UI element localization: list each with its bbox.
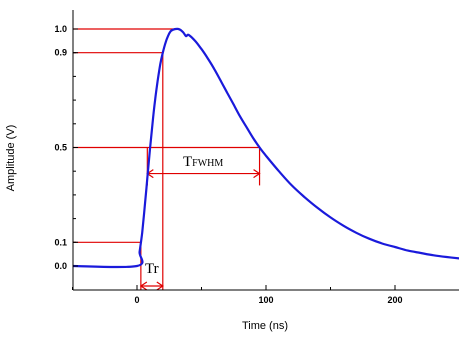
x-axis-label: Time (ns) xyxy=(242,320,288,332)
pulse-curve-group xyxy=(72,27,459,269)
rise-time-label: Tr xyxy=(145,261,159,277)
y-tick-label: 0.5 xyxy=(54,143,67,153)
red-markers xyxy=(73,28,261,291)
x-tick-label: 200 xyxy=(387,295,402,305)
rise-arrow-head-left xyxy=(139,281,148,291)
fwhm-arrow-head-right xyxy=(253,169,261,179)
x-tick-label: 0 xyxy=(134,295,139,305)
y-tick-label: 1.0 xyxy=(54,24,67,34)
y-tick-label: 0.9 xyxy=(54,48,67,58)
rise-arrow-head-right xyxy=(156,281,164,291)
y-tick-label: 0.1 xyxy=(54,237,67,247)
axes: 0.0 0.1 0.5 0.9 1.0 0 100 200 xyxy=(54,10,459,305)
x-tick-label: 100 xyxy=(258,295,273,305)
y-tick-label: 0.0 xyxy=(54,261,67,271)
fwhm-label: TFWHM xyxy=(183,154,223,170)
y-axis-label: Amplitude (V) xyxy=(5,125,17,192)
pulse-curve-line xyxy=(72,27,459,269)
